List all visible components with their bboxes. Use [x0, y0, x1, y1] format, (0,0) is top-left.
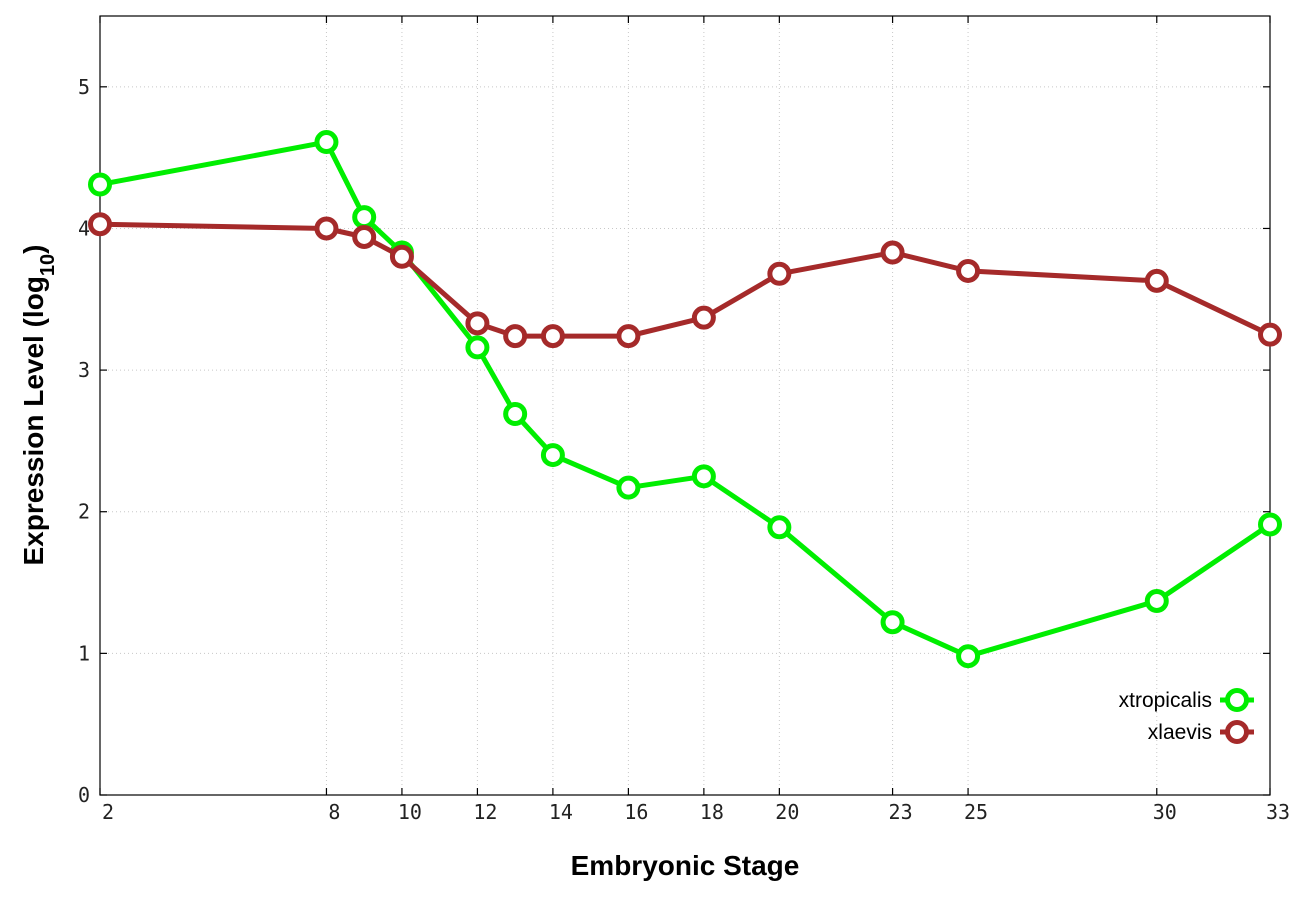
- data-point-xlaevis: [540, 324, 565, 349]
- data-point-xlaevis: [314, 216, 339, 241]
- data-point-xtropicalis: [956, 644, 981, 669]
- x-tick-label: 33: [1266, 800, 1290, 824]
- y-tick-label: 0: [78, 783, 90, 807]
- data-point-xlaevis: [352, 224, 377, 249]
- y-tick-label: 2: [78, 500, 90, 524]
- x-tick-label: 23: [889, 800, 913, 824]
- x-tick-label: 25: [964, 800, 988, 824]
- data-point-xlaevis: [1144, 268, 1169, 293]
- data-point-xlaevis: [956, 258, 981, 283]
- legend-label: xlaevis: [1148, 721, 1212, 744]
- legend-item-xlaevis: xlaevis: [1148, 720, 1254, 744]
- data-point-xtropicalis: [767, 515, 792, 540]
- data-point-xtropicalis: [88, 172, 112, 197]
- data-point-xlaevis: [767, 261, 792, 286]
- x-tick-labels: 2 8 10 12 14 16 18 20 23 25 30 33: [102, 800, 1290, 824]
- legend-label: xtropicalis: [1119, 689, 1212, 712]
- x-tick-label: 8: [328, 800, 340, 824]
- y-tick-label: 5: [78, 75, 90, 99]
- x-tick-label: 10: [398, 800, 422, 824]
- legend-item-xtropicalis: xtropicalis: [1119, 688, 1254, 712]
- y-axis-title-main: Expression Level (log: [18, 276, 49, 565]
- data-point-xlaevis: [880, 240, 905, 265]
- data-point-xlaevis: [616, 324, 641, 349]
- data-point-xtropicalis: [540, 443, 565, 468]
- series-xtropicalis: [88, 130, 1282, 669]
- grid-lines: [100, 16, 1270, 795]
- x-tick-label: 12: [473, 800, 497, 824]
- legend: xtropicalis xlaevis: [1119, 688, 1254, 744]
- data-point-xtropicalis: [616, 475, 641, 500]
- legend-marker: [1225, 720, 1249, 744]
- data-point-xlaevis: [88, 212, 112, 237]
- series-line-xtropicalis: [99, 139, 1272, 659]
- legend-marker: [1225, 688, 1249, 712]
- series-xlaevis: [88, 212, 1282, 349]
- series-lines: [88, 130, 1282, 669]
- data-point-xlaevis: [465, 311, 490, 336]
- x-tick-label: 16: [624, 800, 648, 824]
- y-tick-label: 4: [78, 216, 90, 240]
- x-tick-label: 20: [775, 800, 799, 824]
- series-line-xlaevis: [99, 221, 1272, 339]
- data-point-xtropicalis: [1144, 588, 1169, 613]
- x-tick-label: 14: [549, 800, 573, 824]
- data-point-xtropicalis: [691, 464, 716, 489]
- data-point-xlaevis: [389, 244, 414, 269]
- x-tick-label: 18: [700, 800, 724, 824]
- y-axis-title-close: ): [18, 245, 49, 254]
- data-point-xtropicalis: [880, 610, 905, 635]
- data-point-xtropicalis: [465, 335, 490, 360]
- y-axis-title: Expression Level (log10): [18, 245, 59, 566]
- y-tick-label: 1: [78, 641, 90, 665]
- data-point-xtropicalis: [352, 205, 377, 230]
- y-axis-title-subscript: 10: [37, 254, 59, 276]
- data-point-xtropicalis: [503, 401, 528, 426]
- x-tick-label: 2: [102, 800, 114, 824]
- y-tick-labels: 0 1 2 3 4 5: [78, 75, 90, 807]
- y-tick-label: 3: [78, 358, 90, 382]
- data-point-xlaevis: [1258, 322, 1282, 347]
- x-tick-label: 30: [1153, 800, 1177, 824]
- data-point-xtropicalis: [314, 130, 339, 155]
- data-point-xlaevis: [691, 305, 716, 330]
- data-point-xtropicalis: [1258, 512, 1282, 537]
- plot-frame: [99, 15, 1271, 796]
- axis-ticks: [99, 16, 1271, 796]
- x-axis-title: Embryonic Stage: [571, 850, 800, 881]
- data-point-xlaevis: [503, 324, 528, 349]
